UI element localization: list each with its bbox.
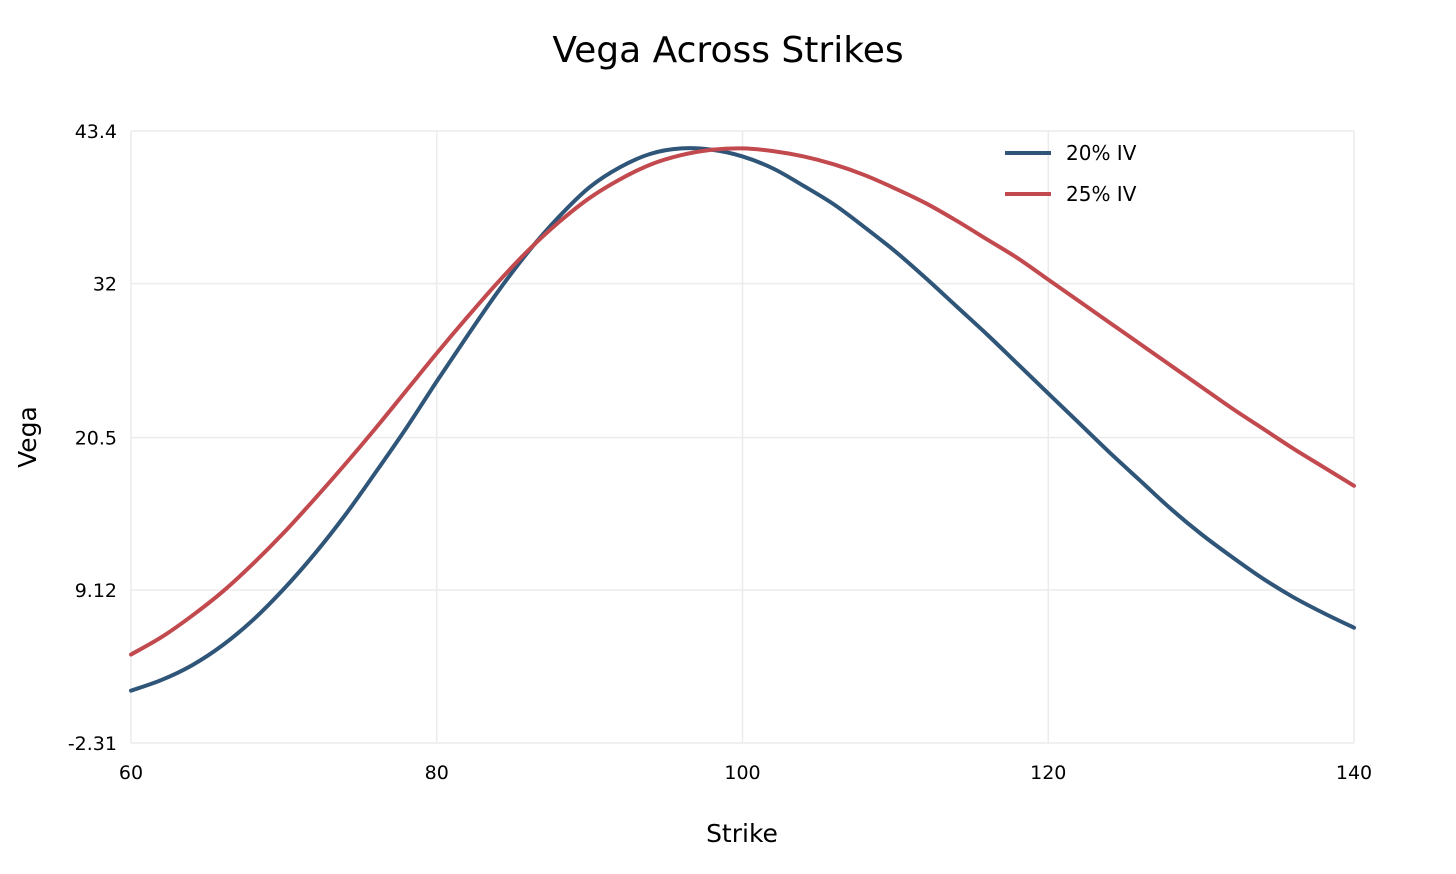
legend-label-25-iv: 25% IV <box>1066 182 1137 206</box>
y-axis-ticks: -2.31 9.12 20.5 32 43.4 <box>68 121 117 755</box>
x-tick-label: 80 <box>425 762 449 784</box>
x-axis-label: Strike <box>706 819 778 848</box>
y-tick-label: 9.12 <box>75 580 117 602</box>
x-axis-ticks: 60 80 100 120 140 <box>119 762 1372 784</box>
legend: 20% IV 25% IV <box>1005 141 1137 206</box>
x-tick-label: 140 <box>1336 762 1372 784</box>
y-tick-label: 20.5 <box>75 428 117 450</box>
series-line-20-iv <box>129 146 1356 693</box>
chart-title: Vega Across Strikes <box>552 30 903 71</box>
series-line-25-iv <box>129 146 1356 657</box>
y-tick-label: 32 <box>93 274 117 296</box>
y-tick-label: 43.4 <box>75 121 117 143</box>
x-tick-label: 60 <box>119 762 143 784</box>
legend-label-20-iv: 20% IV <box>1066 141 1137 165</box>
y-axis-label: Vega <box>13 406 42 468</box>
y-tick-label: -2.31 <box>68 733 117 755</box>
x-tick-label: 100 <box>724 762 760 784</box>
grid <box>130 130 1355 744</box>
x-tick-label: 120 <box>1030 762 1066 784</box>
series-lines <box>129 146 1356 693</box>
